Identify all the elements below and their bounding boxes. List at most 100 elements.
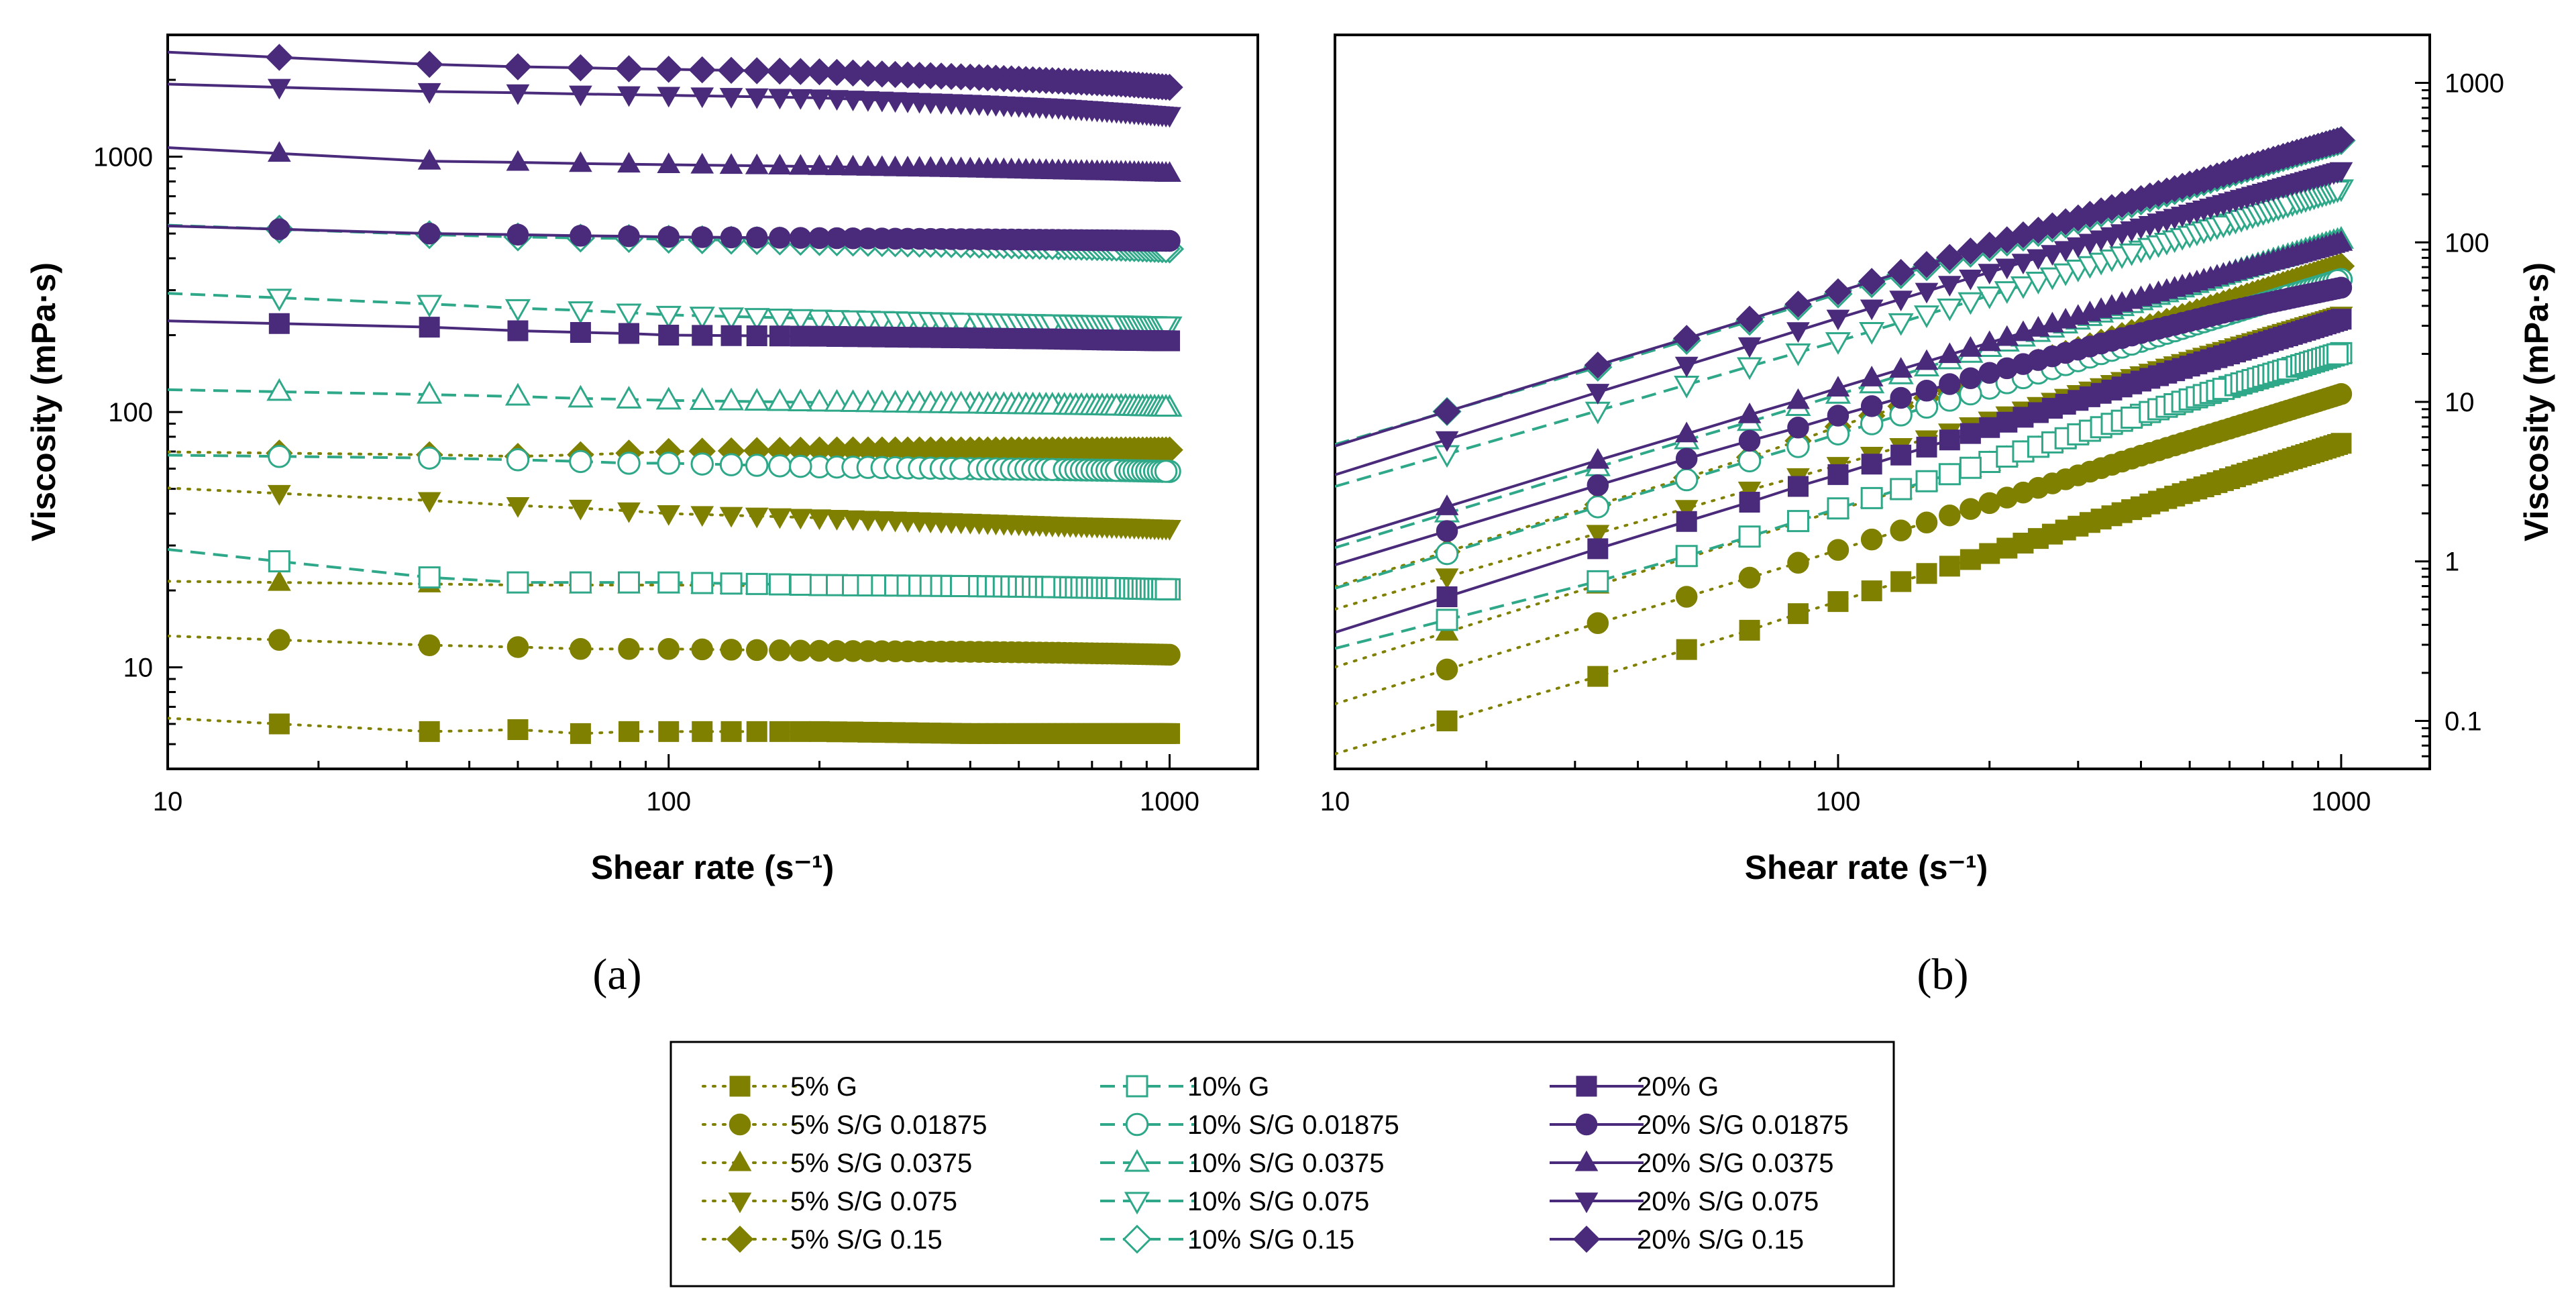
data-point [746,721,767,742]
data-point [266,378,292,401]
data-point [1978,330,2002,352]
data-point [825,154,849,176]
legend-marker [1124,1149,1150,1172]
data-point [2326,231,2349,252]
y-tick-label: 100 [108,398,153,427]
data-point [617,452,641,475]
legend-marker [1576,1075,1597,1097]
data-point [1786,322,1810,343]
y-tick-label: 10 [123,653,154,683]
data-point [1436,586,1458,607]
data-point [769,721,790,742]
data-point [841,510,865,531]
data-point [1737,449,1762,473]
data-point [1152,73,1180,101]
legend-item: 5% G [702,1072,857,1102]
x-tick-label: 10 [1320,787,1350,817]
series-10-g [1335,342,2353,650]
data-point [1960,498,1982,520]
data-point [1939,373,1961,395]
legend-label: 5% S/G 0.15 [790,1225,943,1255]
data-point [1890,444,1912,466]
data-point [788,388,814,411]
data-point [689,307,715,329]
data-point [2326,309,2348,331]
data-point [768,508,792,529]
y-axis-title-b: Viscosity (mPa·s) [2518,262,2555,541]
data-point [1860,528,1883,551]
data-point [1155,229,1177,252]
data-point [268,218,290,240]
legend-marker [729,1113,751,1136]
data-point [1937,276,1962,297]
legend-marker [728,1150,752,1171]
data-point [1737,357,1763,380]
data-point [618,637,640,660]
data-point [825,90,849,111]
data-point [1825,332,1851,355]
series-20-s-g-0-0375 [1335,230,2353,543]
data-point [569,571,592,594]
legend-label: 10% S/G 0.15 [1187,1225,1354,1255]
data-point [2011,254,2035,275]
data-point [1827,497,1849,520]
data-point [1960,423,1981,444]
data-point [788,154,812,175]
data-point [690,87,714,109]
data-point [948,390,974,414]
data-point [657,87,681,108]
data-point [743,57,771,85]
data-point [1786,510,1809,533]
series-20-s-g-0-075 [1335,162,2353,476]
data-point [1887,258,1915,286]
data-point [506,497,530,518]
x-tick-label: 100 [1816,787,1861,817]
data-point [268,629,290,651]
x-axis-title-a: Shear rate (s⁻¹) [591,849,835,886]
legend-label: 5% G [790,1072,857,1102]
data-point [745,153,769,174]
data-point [418,222,441,245]
data-point [1152,394,1179,417]
data-point [690,506,714,527]
x-tick-label: 10 [153,787,183,817]
data-point [2121,407,2143,429]
data-point [507,719,529,740]
data-point [2121,324,2143,347]
data-point [1976,286,2002,309]
data-point [769,227,791,249]
data-point [1785,343,1811,366]
data-point [1827,591,1849,613]
series-5-s-g-0-01875 [1335,383,2353,706]
legend-marker [1126,1075,1148,1098]
data-point [657,571,680,594]
data-point [767,309,793,331]
data-point [657,225,680,248]
data-point [617,502,641,523]
legend-label: 10% S/G 0.01875 [1187,1110,1399,1140]
data-point [569,85,592,107]
data-point [825,510,849,531]
data-point [1586,525,1610,546]
series-area [1335,125,2356,755]
legend-marker [726,1225,754,1253]
data-point [688,56,716,84]
data-point [1673,325,1701,352]
data-point [617,86,641,107]
data-point [788,89,812,110]
legend-marker [729,1075,751,1097]
data-point [267,141,291,162]
y-tick-label: 1000 [2445,69,2504,99]
data-point [788,309,814,332]
data-point [950,574,973,597]
data-point [1436,710,1458,731]
series-line [168,486,1171,530]
data-point [745,226,768,249]
series-10-s-g-0-0375 [168,378,1183,417]
series-5-g [168,713,1180,744]
data-point [2326,343,2349,366]
data-point [691,638,713,661]
data-point [1587,612,1609,635]
data-point [2326,384,2349,407]
data-point [1787,552,1809,574]
